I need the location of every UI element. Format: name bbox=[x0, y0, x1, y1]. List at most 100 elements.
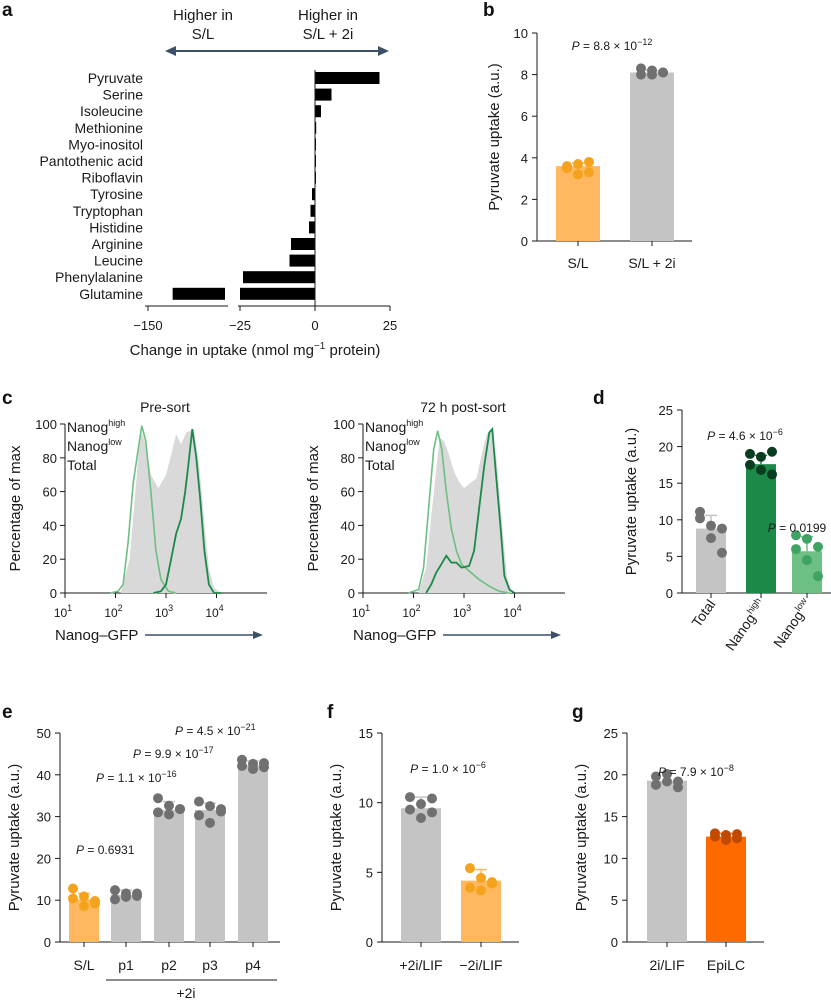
histogram-presort-legend-low-sup: low bbox=[108, 437, 122, 447]
panel-f-data-point bbox=[405, 792, 415, 803]
histogram-presort-xtick-label-sup: 4 bbox=[219, 603, 224, 613]
histogram-presort-xlabel: Nanog–GFP bbox=[55, 627, 138, 644]
histogram-postsort-legend-high-base: Nanog bbox=[365, 419, 406, 435]
histogram-postsort-xtick-label: 103 bbox=[453, 603, 471, 620]
header-left-line1: Higher in bbox=[173, 7, 233, 24]
panel-g-ytick-label: 25 bbox=[604, 726, 618, 741]
panel-d-ytick-label: 10 bbox=[659, 513, 673, 528]
uptake-bar bbox=[312, 188, 315, 201]
histogram-presort-xtick-label-base: 10 bbox=[205, 606, 219, 620]
panel-e-x-label: p4 bbox=[245, 957, 261, 973]
panel-e-x-label: S/L bbox=[73, 957, 94, 973]
panel-b-data-point bbox=[562, 161, 572, 172]
panel-e-data-point bbox=[121, 891, 131, 902]
panel-d-bar bbox=[746, 464, 776, 593]
panel-g-pvalue-p: P bbox=[658, 765, 666, 779]
panel-e-pvalue-p4: P = 4.5 × 10−21 bbox=[175, 722, 256, 738]
panel-g-x-label: 2i/LIF bbox=[649, 957, 684, 973]
histogram-postsort-legend-low-base: Nanog bbox=[365, 438, 406, 454]
panel-f-data-point bbox=[476, 885, 486, 896]
panel-f-ytick-label: 0 bbox=[366, 935, 373, 950]
uptake-bar bbox=[315, 88, 332, 101]
panel-e-x-label: p3 bbox=[202, 957, 218, 973]
uptake-bar bbox=[243, 271, 315, 284]
panel-d-data-point bbox=[756, 451, 766, 462]
panel-f-x-label: −2i/LIF bbox=[459, 957, 502, 973]
x-tick-label: −150 bbox=[133, 318, 162, 333]
panel-e-pvalue-p2: P = 1.1 × 10−16 bbox=[96, 769, 177, 785]
panel-label-f: f bbox=[327, 702, 334, 723]
panel-d-data-point bbox=[802, 555, 812, 566]
panel-b-pvalue-value: = 8.8 × 10 bbox=[580, 39, 638, 53]
panel-g-pvalue-exp: −8 bbox=[724, 763, 734, 773]
panel-d-pvalue-high-exp: −6 bbox=[773, 427, 783, 437]
category-label: Methionine bbox=[75, 120, 144, 136]
panel-e-bar bbox=[154, 809, 184, 942]
panel-d-data-point bbox=[756, 465, 766, 476]
panel-e-ytick-label: 0 bbox=[44, 935, 51, 950]
panel-b-data-point bbox=[647, 69, 657, 80]
category-label: Myo-inositol bbox=[68, 136, 143, 152]
panel-e-pvalue-p3-exp: −17 bbox=[198, 745, 213, 755]
histogram-postsort-legend-high: Nanoghigh bbox=[365, 418, 423, 435]
histogram-presort-legend-high-base: Nanog bbox=[67, 419, 108, 435]
panel-d-ylabel: Pyruvate uptake (a.u.) bbox=[623, 428, 640, 576]
histogram-presort-xtick-label-base: 10 bbox=[104, 606, 118, 620]
panel-d-data-point bbox=[706, 533, 716, 544]
panel-f-ylabel: Pyruvate uptake (a.u.) bbox=[328, 764, 345, 912]
panel-g-pvalue-value: = 7.9 × 10 bbox=[666, 765, 724, 779]
panel-d-x-label: Nanoglow bbox=[769, 596, 815, 651]
panel-g-data-point bbox=[662, 776, 672, 787]
panel-e-ytick-label: 50 bbox=[37, 726, 51, 741]
panel-e-data-point bbox=[194, 796, 204, 807]
histogram-postsort-legend-low: Nanoglow bbox=[365, 437, 420, 454]
histogram-presort-xtick-label-sup: 1 bbox=[67, 603, 72, 613]
panel-d-data-point bbox=[767, 469, 777, 480]
panel-b-x-label: S/L + 2i bbox=[628, 255, 675, 271]
panel-e-data-point bbox=[194, 810, 204, 821]
histogram-presort-legend-high-sup: high bbox=[108, 418, 125, 428]
uptake-bar bbox=[240, 287, 315, 300]
panel-g-bar bbox=[647, 780, 687, 942]
panel-e-data-point bbox=[110, 894, 120, 905]
panel-d-pvalue-high-value: = 4.6 × 10 bbox=[715, 429, 773, 443]
arrow-left-head bbox=[165, 46, 176, 56]
panel-d-pvalue-low-value: = 0.0199 bbox=[776, 521, 827, 535]
panel-b-data-point bbox=[584, 167, 594, 178]
category-label: Riboflavin bbox=[82, 170, 143, 186]
panel-b-data-point bbox=[573, 159, 583, 170]
panel-e-data-point bbox=[79, 891, 89, 902]
histogram-postsort-xtick-label-sup: 4 bbox=[517, 603, 522, 613]
panel-d-data-point bbox=[717, 523, 727, 534]
panel-f-data-point bbox=[405, 804, 415, 815]
panel-d-data-point bbox=[813, 571, 823, 582]
panel-g-ylabel: Pyruvate uptake (a.u.) bbox=[573, 764, 590, 912]
panel-b-pvalue-exp: −12 bbox=[637, 37, 652, 47]
panel-e-pvalue-sl-value: = 0.6931 bbox=[84, 843, 135, 857]
panel-label-e: e bbox=[2, 702, 13, 723]
histogram-postsort-xtick-label-sup: 1 bbox=[365, 603, 370, 613]
panel-d-data-point bbox=[791, 544, 801, 555]
panel-g-data-point bbox=[673, 776, 683, 787]
panel-f-data-point bbox=[416, 812, 426, 823]
panel-e-pvalue-p4-value: = 4.5 × 10 bbox=[183, 724, 241, 738]
histogram-presort-xtick-label: 103 bbox=[155, 603, 173, 620]
panel-label-a: a bbox=[2, 0, 13, 21]
panel-e-x-label: p2 bbox=[161, 957, 177, 973]
panel-d-x-label: Nanoghigh bbox=[721, 596, 768, 653]
panel-e-data-point bbox=[132, 888, 142, 899]
panel-e-pvalue-p3: P = 9.9 × 10−17 bbox=[133, 745, 214, 761]
panel-d-data-point bbox=[745, 459, 755, 470]
panel-d-ytick-label: 25 bbox=[659, 403, 673, 418]
panel-e-data-point bbox=[175, 804, 185, 815]
panel-f-data-point bbox=[465, 882, 475, 893]
panel-d-x-label-base: Nanog bbox=[770, 608, 807, 651]
panel-e-ytick-label: 30 bbox=[37, 810, 51, 825]
histogram-presort-xtick-label-sup: 2 bbox=[118, 603, 123, 613]
histogram-postsort-legend-high-sup: high bbox=[406, 418, 423, 428]
panel-d-pvalue-low-p: P bbox=[768, 521, 776, 535]
panel-e-ytick-label: 10 bbox=[37, 893, 51, 908]
histogram-postsort-ytick-label: 100 bbox=[333, 417, 355, 432]
panel-g-bar bbox=[706, 836, 746, 942]
panel-f-x-label: +2i/LIF bbox=[399, 957, 442, 973]
